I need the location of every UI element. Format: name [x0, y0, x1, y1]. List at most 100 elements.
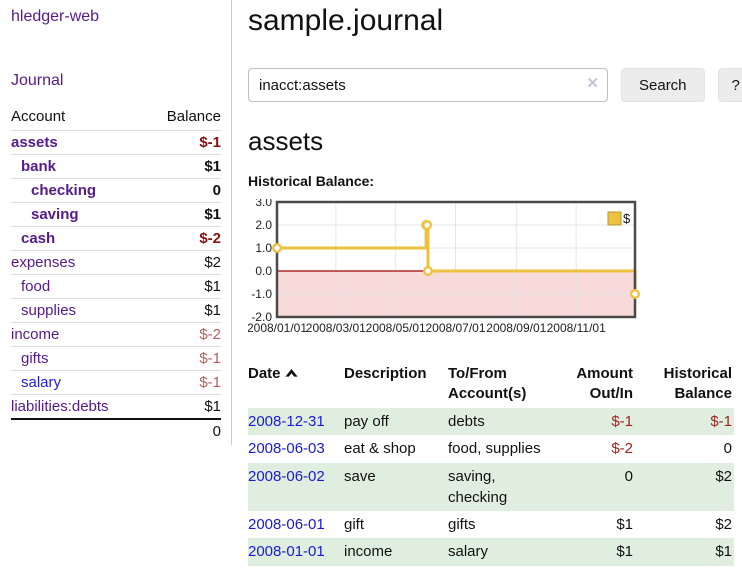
app-title-link[interactable]: hledger-web [11, 8, 100, 25]
transaction-amount: 0 [624, 467, 633, 485]
transaction-date-link[interactable]: 2008-06-01 [248, 516, 325, 534]
svg-text:3.0: 3.0 [255, 199, 272, 209]
transaction-amount: $1 [616, 543, 633, 561]
account-link[interactable]: food [21, 278, 51, 295]
account-link[interactable]: checking [31, 182, 97, 199]
chart-svg: $3.0 2.0 1.0 0.0 -1.0 -2.02008/01/012008/03/0… [248, 199, 640, 335]
account-balance: $-2 [145, 322, 221, 347]
transaction-amount: $-2 [611, 440, 633, 458]
transaction-row: 2008-06-01 gift gifts $1 $2 [248, 511, 734, 538]
account-link[interactable]: salary [21, 374, 62, 391]
sidebar-nav: Journal [11, 72, 221, 90]
column-header-date-label: Date [248, 365, 281, 382]
transaction-description: gift [344, 516, 365, 534]
account-balance: $1 [145, 394, 221, 419]
chart-title: Historical Balance: [248, 173, 375, 189]
account-row: expenses $2 [11, 250, 221, 275]
search-button[interactable]: Search [621, 68, 705, 102]
transaction-date-link[interactable]: 2008-06-03 [248, 440, 325, 458]
accounts-header-account: Account [11, 108, 66, 125]
account-link[interactable]: assets [11, 134, 58, 151]
account-balance: $-1 [145, 346, 221, 371]
account-row: assets $-1 [11, 130, 221, 155]
transaction-description: save [344, 467, 376, 485]
svg-text:0.0: 0.0 [255, 264, 272, 278]
account-balance: $2 [145, 250, 221, 275]
transaction-balance: $-1 [710, 413, 732, 430]
transaction-balance: $2 [715, 467, 732, 485]
search-box: ✕ [248, 68, 608, 102]
transaction-accounts: salary [448, 543, 489, 561]
account-row: supplies $1 [11, 298, 221, 323]
transaction-description: pay off [344, 413, 389, 430]
transaction-description: income [344, 543, 393, 561]
transaction-date-link[interactable]: 2008-06-02 [248, 467, 325, 485]
column-header-accounts: To/From Account(s) [448, 365, 527, 402]
transaction-balance: $1 [715, 543, 732, 561]
account-balance: $1 [145, 202, 221, 227]
column-header-amount: Amount Out/In [576, 365, 633, 402]
transaction-balance: $2 [715, 516, 732, 534]
column-header-date[interactable]: Date [248, 362, 344, 408]
transaction-amount: $-1 [611, 413, 633, 430]
accounts-table: Account Balance assets $-1 bank $1 checking 0… [11, 105, 221, 443]
account-link[interactable]: liabilities:debts [11, 398, 109, 415]
transaction-row: 2008-06-02 save saving, checking 0 $2 [248, 462, 734, 512]
nav-journal-link[interactable]: Journal [11, 72, 64, 89]
account-balance: $-1 [145, 130, 221, 155]
accounts-total-value: 0 [145, 418, 221, 443]
account-link[interactable]: expenses [11, 254, 76, 271]
account-link[interactable]: bank [21, 158, 57, 175]
account-link[interactable]: saving [31, 206, 79, 223]
transaction-amount: $1 [616, 516, 633, 534]
transaction-accounts: debts [448, 413, 485, 430]
account-balance: $-1 [145, 370, 221, 395]
svg-text:2.0: 2.0 [255, 218, 272, 232]
account-balance: $1 [145, 274, 221, 299]
account-balance: $1 [145, 154, 221, 179]
accounts-total-row: 0 [11, 418, 221, 443]
transaction-date-link[interactable]: 2008-12-31 [248, 413, 325, 430]
column-header-balance: Historical Balance [663, 365, 732, 402]
help-button[interactable]: ? [717, 68, 742, 102]
svg-text:1.0: 1.0 [255, 241, 272, 255]
clear-search-icon[interactable]: ✕ [586, 75, 599, 92]
svg-text:-1.0: -1.0 [251, 287, 272, 301]
svg-text:2008/11/01: 2008/11/01 [547, 321, 606, 335]
search-input[interactable] [248, 68, 608, 102]
svg-text:2008/09/01: 2008/09/01 [486, 321, 546, 335]
main-content: sample.journal ✕ Search ? assets Histori… [232, 0, 742, 586]
transaction-description: eat & shop [344, 440, 416, 458]
account-link[interactable]: gifts [21, 350, 49, 367]
transaction-accounts: gifts [448, 516, 476, 534]
svg-text:-2.0: -2.0 [251, 310, 272, 324]
account-link[interactable]: cash [21, 230, 56, 247]
account-balance: $1 [145, 298, 221, 323]
register-header-row: Date Description To/From Account(s) Amou… [248, 362, 734, 408]
account-row: salary $-1 [11, 370, 221, 395]
account-row: gifts $-1 [11, 346, 221, 371]
account-row: income $-2 [11, 322, 221, 347]
account-row: bank $1 [11, 154, 221, 179]
account-row: liabilities:debts $1 [11, 394, 221, 419]
account-link[interactable]: income [11, 326, 60, 343]
accounts-header-row: Account Balance [11, 105, 221, 131]
page-title: sample.journal [248, 4, 444, 37]
svg-text:2008/03/01: 2008/03/01 [306, 321, 366, 335]
register-table: Date Description To/From Account(s) Amou… [248, 362, 734, 566]
transaction-row: 2008-01-01 income salary $1 $1 [248, 538, 734, 566]
account-balance: $-2 [145, 226, 221, 251]
account-row: saving $1 [11, 202, 221, 227]
account-link[interactable]: supplies [21, 302, 77, 319]
account-heading: assets [248, 126, 324, 156]
sidebar: hledger-web Journal Account Balance asse… [0, 0, 232, 445]
historical-balance-chart: $3.0 2.0 1.0 0.0 -1.0 -2.0 2008/01/01 2008/03/0… [248, 199, 735, 345]
account-row: food $1 [11, 274, 221, 299]
svg-text:$: $ [623, 211, 631, 226]
column-header-description: Description [344, 365, 427, 382]
transaction-balance: 0 [723, 440, 732, 458]
sort-ascending-icon [284, 364, 298, 384]
transaction-date-link[interactable]: 2008-01-01 [248, 543, 325, 561]
transaction-row: 2008-12-31 pay off debts $-1 $-1 [248, 408, 734, 436]
